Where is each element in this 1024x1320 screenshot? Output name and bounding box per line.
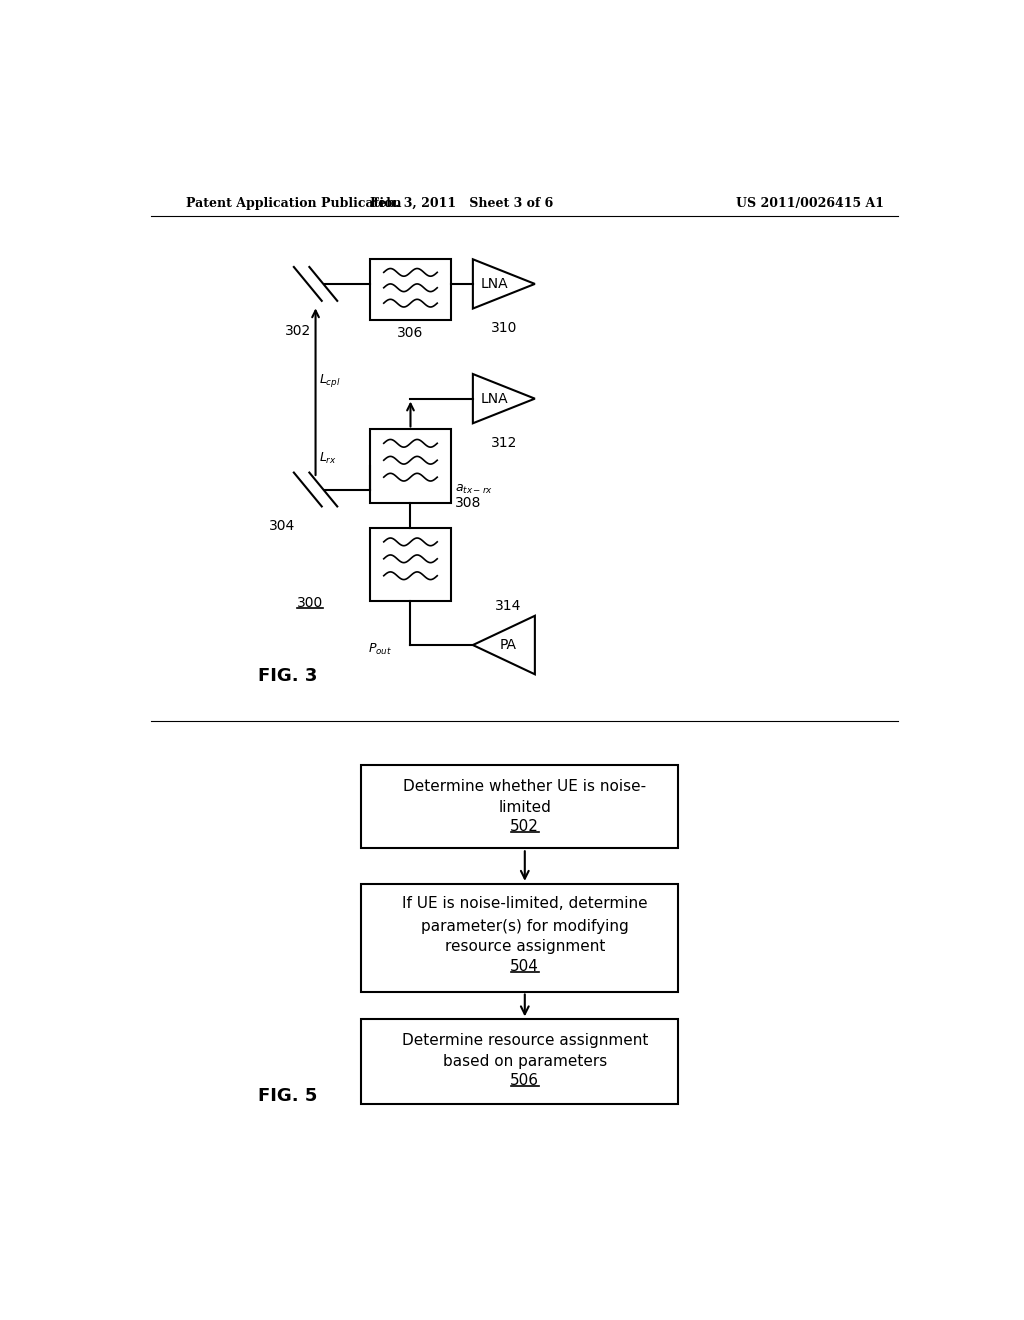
Text: LNA: LNA: [480, 392, 508, 405]
Bar: [360, 884, 678, 991]
Text: $a_{tx-rx}$: $a_{tx-rx}$: [455, 483, 493, 496]
Bar: [370, 528, 452, 601]
Text: PA: PA: [500, 638, 516, 652]
Text: 302: 302: [285, 323, 311, 338]
Text: 312: 312: [490, 436, 517, 450]
Text: 310: 310: [490, 321, 517, 335]
Text: If UE is noise-limited, determine: If UE is noise-limited, determine: [402, 896, 647, 911]
Text: 506: 506: [510, 1073, 540, 1089]
Text: $L_{rx}$: $L_{rx}$: [319, 451, 337, 466]
Bar: [370, 259, 452, 321]
Bar: [370, 429, 452, 503]
Text: parameter(s) for modifying: parameter(s) for modifying: [421, 919, 629, 933]
Text: 502: 502: [510, 820, 540, 834]
Text: FIG. 5: FIG. 5: [258, 1088, 317, 1105]
Text: 308: 308: [455, 496, 481, 511]
Text: FIG. 3: FIG. 3: [258, 667, 317, 685]
Polygon shape: [473, 259, 535, 309]
Text: 314: 314: [495, 599, 521, 612]
Text: Determine resource assignment: Determine resource assignment: [401, 1034, 648, 1048]
Text: $L_{cpl}$: $L_{cpl}$: [319, 372, 341, 388]
Text: Determine whether UE is noise-: Determine whether UE is noise-: [403, 779, 646, 795]
Text: resource assignment: resource assignment: [444, 940, 605, 954]
Text: Patent Application Publication: Patent Application Publication: [186, 197, 401, 210]
Text: Feb. 3, 2011   Sheet 3 of 6: Feb. 3, 2011 Sheet 3 of 6: [370, 197, 553, 210]
Text: 306: 306: [397, 326, 424, 341]
Polygon shape: [473, 374, 535, 424]
Bar: [360, 766, 678, 849]
Text: limited: limited: [499, 800, 551, 814]
Text: 504: 504: [510, 960, 540, 974]
Text: US 2011/0026415 A1: US 2011/0026415 A1: [736, 197, 884, 210]
Polygon shape: [473, 615, 535, 675]
Bar: [360, 1019, 678, 1104]
Text: 300: 300: [297, 597, 324, 610]
Text: 304: 304: [269, 519, 295, 533]
Text: $P_{out}$: $P_{out}$: [368, 642, 392, 657]
Text: LNA: LNA: [480, 277, 508, 290]
Text: based on parameters: based on parameters: [442, 1055, 607, 1069]
